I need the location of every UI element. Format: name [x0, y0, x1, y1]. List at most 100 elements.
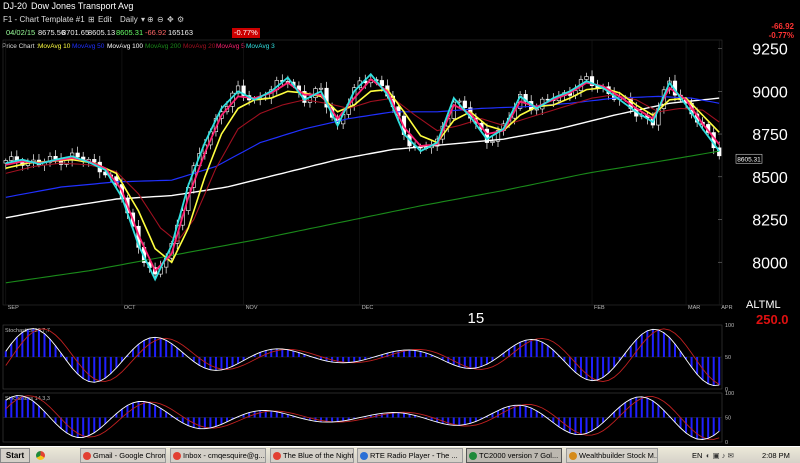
stoch-bar — [82, 357, 85, 379]
app-icon — [273, 452, 281, 460]
x-tick-label: DEC — [362, 305, 374, 311]
stoch-bar — [65, 417, 68, 433]
stoch-bar — [430, 417, 433, 421]
legend-ma200[interactable]: MovAvg 200 — [145, 43, 182, 50]
stoch-bar — [397, 350, 400, 357]
legend-ma20[interactable]: MovAvg 20 — [183, 43, 216, 50]
stoch-bar — [126, 405, 129, 418]
stoch-bar — [10, 397, 13, 418]
stoch-bar — [657, 405, 660, 418]
stoch-bar — [657, 329, 660, 357]
stoch-bar — [60, 353, 63, 357]
stoch-bar — [618, 406, 621, 418]
stoch-bar — [4, 351, 7, 357]
pan-icon[interactable]: ✥ — [167, 15, 174, 24]
stoch-bar — [469, 417, 472, 424]
quote-high: 8701.65 — [62, 28, 90, 37]
stoch-bar — [369, 357, 372, 358]
stoch-d-line — [5, 395, 720, 440]
stoch-bar — [192, 357, 195, 362]
stoch-bar — [430, 355, 433, 357]
stoch-bar — [685, 417, 688, 433]
taskbar-item[interactable]: Wealthbuilder Stock M... — [566, 448, 658, 463]
stoch-bar — [535, 410, 538, 418]
settings-icon[interactable]: ⚙ — [177, 15, 185, 24]
stoch-bar — [225, 357, 228, 369]
zoom-in-icon[interactable]: ⊕ — [147, 15, 154, 24]
stoch-bar — [458, 417, 461, 426]
stoch-bar — [557, 417, 560, 427]
legend-ma100[interactable]: MovAvg 100 — [107, 43, 144, 50]
stoch-bar — [15, 337, 18, 357]
price-chart[interactable]: SEP OCT NOV DEC 15 FEB MAR APR 9250 9000 8750 8500 8… — [0, 0, 800, 446]
stoch-bar — [342, 357, 345, 363]
stoch-bar — [43, 411, 46, 418]
price-plot-area — [2, 39, 723, 306]
start-button[interactable]: Start — [0, 448, 30, 463]
stoch-bar — [148, 338, 151, 357]
stoch-bar — [513, 345, 516, 357]
x-tick-label: OCT — [124, 305, 136, 311]
stoch-bar — [148, 402, 151, 418]
stoch-bar — [275, 411, 278, 418]
stoch-bar — [209, 357, 212, 370]
stoch-bar — [474, 357, 477, 368]
taskbar-item[interactable]: Gmail - Google Chrome — [80, 448, 166, 463]
stoch-bar — [408, 349, 411, 357]
stoch-bar — [159, 338, 162, 357]
grid-icon[interactable]: ⊞ — [88, 15, 95, 24]
legend-ma10[interactable]: MovAvg 10 — [38, 43, 71, 50]
tray-icons[interactable]: ◐ ▣ ♪ ✉ — [706, 451, 734, 460]
stoch-bar — [281, 413, 284, 418]
ma-line-ma20 — [5, 94, 720, 243]
stoch-bar — [425, 353, 428, 357]
zoom-out-icon[interactable]: ⊖ — [157, 15, 164, 24]
stoch-bar — [242, 414, 245, 418]
language-indicator[interactable]: EN — [692, 451, 703, 460]
symbol-label[interactable]: DJ-20 — [3, 1, 28, 11]
stoch-bar — [530, 339, 533, 357]
legend-ma5[interactable]: MovAvg 5 — [216, 43, 245, 50]
legend-ma50[interactable]: MovAvg 50 — [72, 43, 105, 50]
y-tick-label: 9250 — [752, 42, 788, 59]
stoch-bar — [325, 417, 328, 423]
stoch-bar — [187, 417, 190, 426]
stoch-bar — [463, 417, 466, 425]
taskbar-item[interactable]: RTE Radio Player - The ... — [357, 448, 463, 463]
stoch-bar — [170, 343, 173, 357]
stoch-bar — [347, 417, 350, 420]
stoch-bar — [87, 357, 90, 382]
stoch-bar — [131, 402, 134, 418]
stoch-bar — [21, 332, 24, 357]
taskbar-item[interactable]: The Blue of the Night w... — [270, 448, 354, 463]
legend-ma3[interactable]: MovAvg 3 — [246, 43, 275, 50]
chrome-icon[interactable] — [36, 451, 45, 460]
stoch-bar — [15, 395, 18, 418]
period-selector[interactable]: Daily — [120, 15, 138, 24]
ma-line-ma5 — [5, 78, 720, 273]
stoch-bar — [71, 417, 74, 436]
stoch-bar — [458, 357, 461, 367]
taskbar-item-label: RTE Radio Player - The ... — [370, 451, 458, 460]
stoch-bar — [336, 357, 339, 363]
taskbar-item[interactable]: Inbox - cmqesquire@g... — [170, 448, 266, 463]
y-tick-label: 8750 — [752, 127, 788, 144]
stoch-bar — [314, 357, 317, 359]
x-tick-label: NOV — [246, 305, 258, 311]
period-dropdown-icon[interactable]: ▾ — [141, 15, 146, 24]
stoch-bar — [181, 352, 184, 357]
price-candle — [318, 87, 324, 90]
stoch-bar — [546, 345, 549, 357]
price-candle — [235, 85, 241, 94]
taskbar-item[interactable]: TC2000 version 7 Gol... — [466, 448, 562, 463]
app-icon — [83, 452, 91, 460]
stoch-tick-label: 0 — [725, 387, 728, 393]
stoch-bar — [441, 417, 444, 424]
price-candle — [495, 130, 501, 142]
edit-button[interactable]: Edit — [98, 15, 112, 24]
stoch-bar — [358, 357, 361, 361]
template-selector[interactable]: F1 - Chart Template #1 — [3, 15, 85, 24]
stoch-bar — [557, 355, 560, 357]
stoch-bar — [701, 417, 704, 440]
